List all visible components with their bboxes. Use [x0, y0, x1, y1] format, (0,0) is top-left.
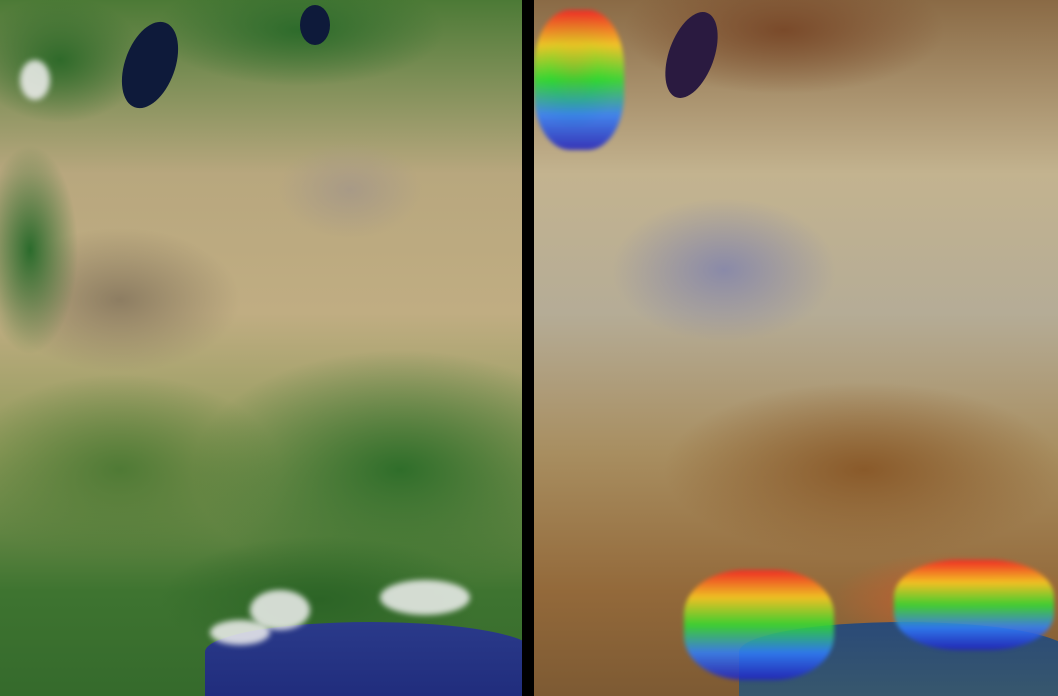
- color-fringe: [684, 570, 834, 680]
- lake: [111, 14, 189, 116]
- lake: [300, 5, 330, 45]
- cloud: [20, 60, 50, 100]
- cloud: [380, 580, 470, 615]
- color-fringe: [894, 560, 1054, 650]
- color-fringe: [534, 10, 624, 150]
- left-satellite-image: [0, 0, 522, 696]
- lake: [654, 5, 729, 105]
- divider: [522, 0, 534, 696]
- cloud: [210, 620, 270, 645]
- right-processed-image: [534, 0, 1058, 696]
